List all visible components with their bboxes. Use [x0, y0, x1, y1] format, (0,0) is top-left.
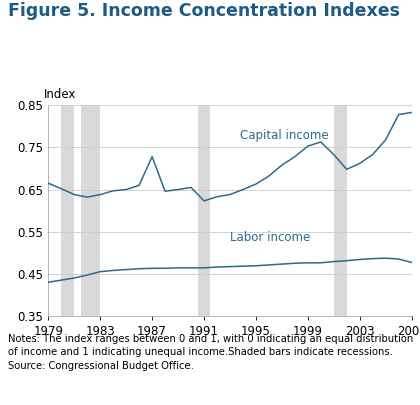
Bar — [81, 105, 100, 316]
Text: Figure 5. Income Concentration Indexes: Figure 5. Income Concentration Indexes — [8, 2, 400, 20]
Text: Labor income: Labor income — [230, 231, 310, 244]
Text: Capital income: Capital income — [240, 129, 329, 143]
Text: Notes: The index ranges between 0 and 1, with 0 indicating an equal distribution: Notes: The index ranges between 0 and 1,… — [8, 334, 414, 371]
Bar — [61, 105, 74, 316]
Bar — [197, 105, 210, 316]
Text: Index: Index — [44, 88, 76, 101]
Bar — [334, 105, 347, 316]
